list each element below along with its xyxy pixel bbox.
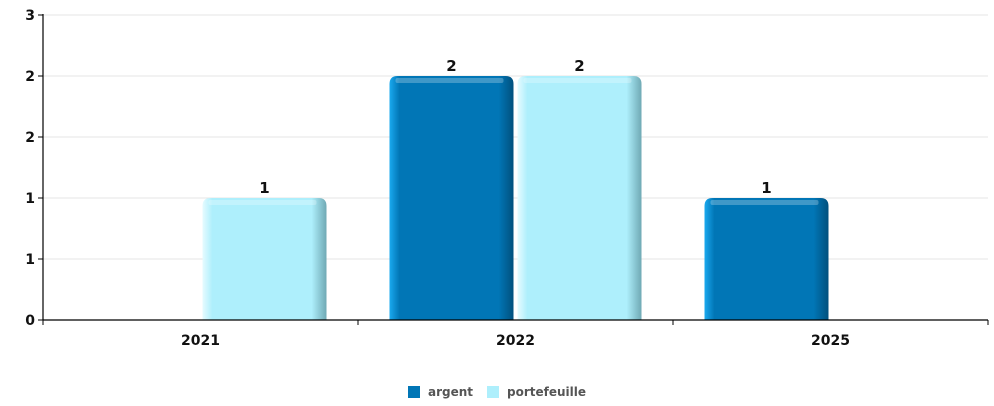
data-label-argent-2025: 1 — [761, 179, 771, 197]
y-tick-label: 0 — [25, 313, 35, 329]
legend-swatch-argent — [408, 386, 420, 398]
grid-lines — [43, 15, 988, 259]
y-tick-label: 1 — [25, 252, 35, 268]
y-tick-label: 3 — [25, 8, 35, 24]
bar-portefeuille-2021[interactable] — [203, 198, 327, 320]
bar-portefeuille-2022[interactable] — [518, 76, 642, 320]
legend: argent portefeuille — [0, 385, 994, 399]
legend-swatch-portefeuille — [487, 386, 499, 398]
data-label-portefeuille-2022: 2 — [574, 57, 584, 75]
legend-item-portefeuille[interactable]: portefeuille — [487, 385, 586, 399]
x-tick-label-2025: 2025 — [811, 333, 850, 349]
bar-highlight — [396, 78, 504, 83]
bar-argent-2025[interactable] — [705, 198, 829, 320]
data-label-argent-2022: 2 — [446, 57, 456, 75]
bar-highlight — [209, 200, 317, 205]
bar-argent-2022[interactable] — [390, 76, 514, 320]
y-tick-label: 2 — [25, 69, 35, 85]
legend-label-argent: argent — [428, 385, 473, 399]
legend-label-portefeuille: portefeuille — [507, 385, 586, 399]
legend-item-argent[interactable]: argent — [408, 385, 473, 399]
bar-highlight — [524, 78, 632, 83]
data-label-portefeuille-2021: 1 — [259, 179, 269, 197]
bar-highlight — [711, 200, 819, 205]
y-tick-label: 2 — [25, 130, 35, 146]
y-tick-label: 1 — [25, 191, 35, 207]
x-tick-label-2021: 2021 — [181, 333, 220, 349]
bar-chart: 0 1 1 2 2 3 1 2 2 1 2021 2022 2025 — [0, 0, 994, 380]
x-tick-label-2022: 2022 — [496, 333, 535, 349]
